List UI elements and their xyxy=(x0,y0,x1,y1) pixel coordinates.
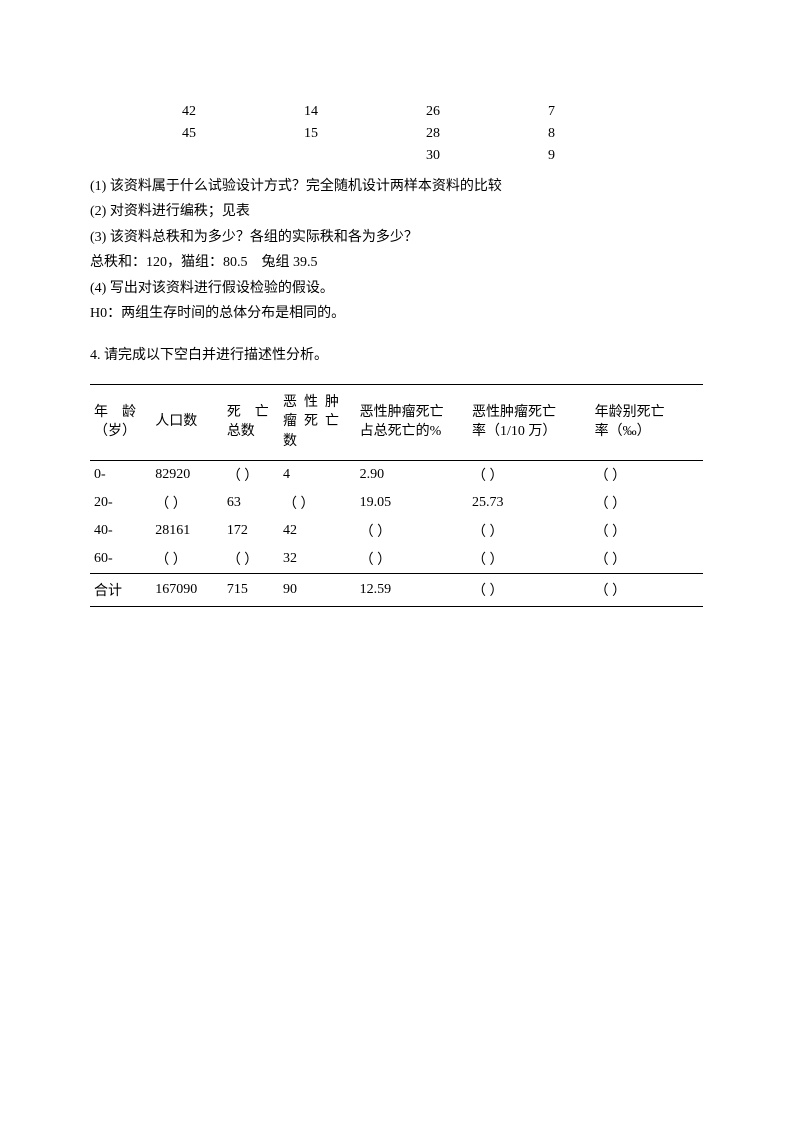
header-tumor-pct: 恶性肿瘤死亡占总死亡的% xyxy=(356,384,468,460)
cell-agerate: （ ） xyxy=(591,573,703,606)
cell: 28 xyxy=(426,124,546,144)
cell: 26 xyxy=(426,102,546,122)
cell-deaths: 715 xyxy=(223,573,279,606)
cell-pop: 82920 xyxy=(151,460,223,489)
cell-age: 合计 xyxy=(90,573,151,606)
table-row: 60- （ ） （ ） 32 （ ） （ ） （ ） xyxy=(90,545,703,574)
cell-agerate: （ ） xyxy=(591,460,703,489)
cell: 14 xyxy=(304,102,424,122)
table-row: 20- （ ） 63 （ ） 19.05 25.73 （ ） xyxy=(90,489,703,517)
cell-pct: （ ） xyxy=(356,545,468,574)
question-4-main: 4. 请完成以下空白并进行描述性分析。 xyxy=(90,345,703,367)
cell-agerate: （ ） xyxy=(591,517,703,545)
table-row: 42 14 26 7 xyxy=(182,102,668,122)
question-4-sub: (4) 写出对该资料进行假设检验的假设。 xyxy=(90,278,703,300)
cell-agerate: （ ） xyxy=(591,545,703,574)
header-age-rate: 年龄别死亡率（‰） xyxy=(591,384,703,460)
table-total-row: 合计 167090 715 90 12.59 （ ） （ ） xyxy=(90,573,703,606)
cell: 8 xyxy=(548,124,668,144)
table-row: 30 9 xyxy=(182,146,668,166)
cell: 9 xyxy=(548,146,668,166)
table-header-row: 年 龄（岁） 人口数 死 亡总数 恶 性 肿瘤 死 亡数 恶性肿瘤死亡占总死亡的… xyxy=(90,384,703,460)
header-age: 年 龄（岁） xyxy=(90,384,151,460)
cell-age: 40- xyxy=(90,517,151,545)
cell-age: 20- xyxy=(90,489,151,517)
cell-age: 60- xyxy=(90,545,151,574)
hypothesis-h0: H0：两组生存时间的总体分布是相同的。 xyxy=(90,303,703,325)
header-population: 人口数 xyxy=(151,384,223,460)
cell: 42 xyxy=(182,102,302,122)
cell-pop: 28161 xyxy=(151,517,223,545)
cell-rate: （ ） xyxy=(468,545,591,574)
cell-tumor: 42 xyxy=(279,517,356,545)
rank-sum-text: 总秩和：120，猫组：80.5 兔组 39.5 xyxy=(90,252,703,274)
rank-data-table: 42 14 26 7 45 15 28 8 30 9 xyxy=(180,100,670,168)
cell-tumor: 90 xyxy=(279,573,356,606)
cell: 45 xyxy=(182,124,302,144)
question-3: (3) 该资料总秩和为多少？各组的实际秩和各为多少？ xyxy=(90,227,703,249)
table-row: 0- 82920 （ ） 4 2.90 （ ） （ ） xyxy=(90,460,703,489)
cell-pct: 2.90 xyxy=(356,460,468,489)
header-deaths: 死 亡总数 xyxy=(223,384,279,460)
cell-age: 0- xyxy=(90,460,151,489)
cell-pop: （ ） xyxy=(151,545,223,574)
cell-pct: （ ） xyxy=(356,517,468,545)
cell-tumor: 32 xyxy=(279,545,356,574)
mortality-table: 年 龄（岁） 人口数 死 亡总数 恶 性 肿瘤 死 亡数 恶性肿瘤死亡占总死亡的… xyxy=(90,384,703,607)
cell-tumor: 4 xyxy=(279,460,356,489)
question-2: (2) 对资料进行编秩；见表 xyxy=(90,201,703,223)
header-tumor-deaths: 恶 性 肿瘤 死 亡数 xyxy=(279,384,356,460)
cell-pop: 167090 xyxy=(151,573,223,606)
cell-rate: （ ） xyxy=(468,460,591,489)
cell-tumor: （ ） xyxy=(279,489,356,517)
cell: 7 xyxy=(548,102,668,122)
table-body: 0- 82920 （ ） 4 2.90 （ ） （ ） 20- （ ） 63 （… xyxy=(90,460,703,606)
cell xyxy=(182,146,302,166)
cell-deaths: 63 xyxy=(223,489,279,517)
cell: 15 xyxy=(304,124,424,144)
header-tumor-rate: 恶性肿瘤死亡率（1/10 万） xyxy=(468,384,591,460)
cell-rate: （ ） xyxy=(468,517,591,545)
table-row: 45 15 28 8 xyxy=(182,124,668,144)
cell-pct: 12.59 xyxy=(356,573,468,606)
cell-rate: 25.73 xyxy=(468,489,591,517)
cell-deaths: （ ） xyxy=(223,545,279,574)
table-row: 40- 28161 172 42 （ ） （ ） （ ） xyxy=(90,517,703,545)
cell-rate: （ ） xyxy=(468,573,591,606)
cell-deaths: 172 xyxy=(223,517,279,545)
question-1: (1) 该资料属于什么试验设计方式？完全随机设计两样本资料的比较 xyxy=(90,176,703,198)
cell-pop: （ ） xyxy=(151,489,223,517)
cell xyxy=(304,146,424,166)
cell-pct: 19.05 xyxy=(356,489,468,517)
cell: 30 xyxy=(426,146,546,166)
cell-deaths: （ ） xyxy=(223,460,279,489)
cell-agerate: （ ） xyxy=(591,489,703,517)
